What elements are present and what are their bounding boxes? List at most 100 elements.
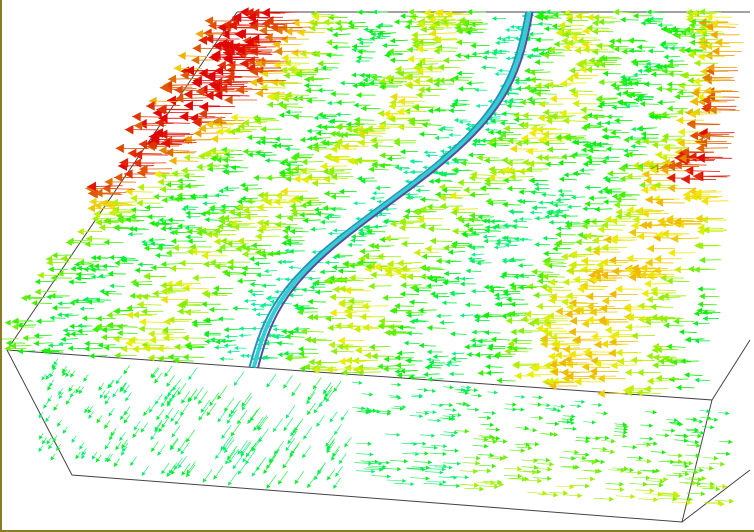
arrow-head [447, 145, 451, 149]
arrow-head [309, 25, 316, 32]
arrow-head [243, 207, 250, 214]
arrow-head [570, 153, 576, 159]
arrow-head [503, 125, 509, 132]
arrow-head [686, 9, 692, 16]
arrow-head [124, 419, 128, 423]
arrow-head [275, 136, 280, 141]
arrow-head [327, 324, 333, 331]
arrow-head [497, 36, 501, 40]
arrow-head [616, 349, 623, 357]
arrow-head [125, 125, 134, 135]
arrow-head [315, 289, 320, 294]
arrow-head [671, 428, 675, 432]
arrow-head [506, 317, 512, 324]
arrow-head [132, 345, 139, 353]
arrow-head [63, 328, 68, 333]
arrow-head [552, 23, 557, 29]
arrow-head [649, 423, 653, 427]
arrow-head [419, 414, 423, 418]
arrow-head [205, 339, 210, 344]
arrow-head [359, 381, 363, 385]
arrow-head [482, 55, 487, 60]
arrow-head [266, 484, 270, 488]
arrow-head [509, 282, 514, 288]
arrow-head [178, 52, 186, 60]
arrow-head [541, 284, 547, 291]
arrow-head [469, 192, 475, 198]
arrow-head [397, 467, 401, 471]
arrow-head [290, 203, 296, 209]
arrow-head [390, 93, 397, 101]
arrow-head [395, 362, 401, 368]
arrow-head [360, 73, 365, 78]
arrow-head [114, 173, 122, 182]
arrow-head [160, 83, 168, 92]
arrow-head [569, 67, 575, 74]
arrow-head [155, 400, 159, 404]
arrow-head [317, 60, 323, 67]
arrow-head [622, 48, 628, 54]
arrow-head [443, 480, 447, 484]
arrow-head [135, 268, 140, 274]
arrow-head [651, 71, 656, 77]
arrow-head [470, 43, 475, 49]
arrow-head [690, 131, 699, 140]
arrow-head [277, 260, 281, 265]
arrow-head [82, 315, 87, 321]
arrow-head [175, 421, 179, 425]
arrow-head [195, 30, 203, 38]
arrow-head [333, 228, 337, 232]
arrow-head [380, 237, 385, 243]
arrow-head [370, 452, 374, 456]
arrow-head [419, 131, 424, 137]
arrow-head [57, 312, 62, 317]
arrow-head [277, 341, 282, 346]
arrow-head [219, 188, 224, 193]
arrow-head [555, 422, 559, 426]
arrow-head [455, 53, 460, 59]
arrow-head [283, 234, 289, 240]
arrow-head [678, 459, 683, 464]
arrow-head [341, 416, 345, 420]
arrow-head [96, 315, 102, 321]
arrow-head [667, 106, 673, 112]
arrow-head [610, 449, 615, 454]
arrow-head [161, 288, 168, 295]
arrow-head [610, 130, 615, 136]
arrow-head [638, 69, 642, 74]
arrow-head [442, 467, 446, 471]
arrow-head [558, 189, 562, 194]
arrow-head [250, 282, 255, 287]
arrow-head [427, 349, 432, 354]
arrow-head [241, 271, 246, 277]
arrow-head [444, 271, 449, 276]
arrow-head [553, 492, 558, 497]
arrow-head [83, 267, 88, 272]
arrow-head [69, 279, 74, 285]
arrow-head [492, 16, 496, 21]
arrow-head [513, 219, 517, 224]
arrow-head [137, 184, 144, 191]
arrow-head [424, 451, 428, 455]
arrow-head [273, 327, 277, 331]
arrow-head [177, 178, 183, 184]
arrow-head [290, 228, 295, 234]
arrow-head [529, 178, 534, 184]
arrow-head [698, 286, 703, 292]
arrow-head [339, 460, 343, 464]
arrow-head [274, 198, 281, 206]
arrow-head [351, 127, 357, 134]
arrow-head [619, 165, 625, 172]
arrow-head [275, 290, 279, 294]
arrow-head [152, 290, 158, 297]
arrow-head [400, 149, 405, 155]
arrow-head [510, 145, 517, 153]
arrow-head [654, 255, 661, 263]
arrow-head [557, 226, 562, 231]
arrow-head [23, 335, 29, 341]
arrow-head [496, 436, 500, 441]
arrow-head [262, 283, 266, 288]
arrow-head [275, 192, 282, 200]
arrow-head [344, 443, 348, 447]
arrow-head [424, 150, 428, 154]
